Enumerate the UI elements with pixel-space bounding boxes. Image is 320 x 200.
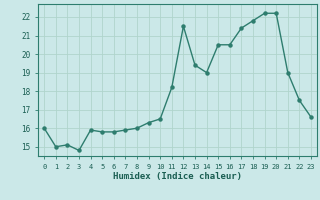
X-axis label: Humidex (Indice chaleur): Humidex (Indice chaleur) — [113, 172, 242, 181]
